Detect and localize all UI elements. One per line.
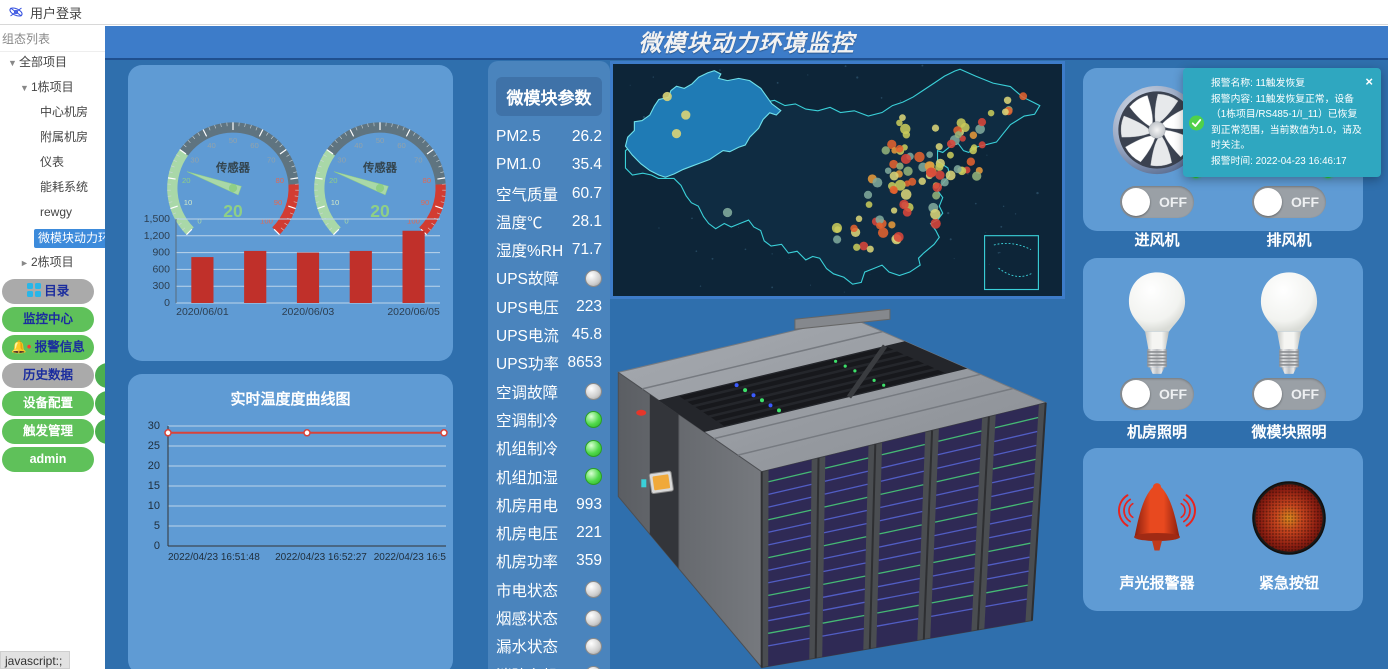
svg-text:20: 20 bbox=[148, 460, 160, 472]
svg-text:900: 900 bbox=[152, 247, 170, 259]
svg-text:10: 10 bbox=[148, 500, 160, 512]
svg-text:30: 30 bbox=[190, 155, 199, 164]
svg-text:70: 70 bbox=[414, 155, 423, 164]
svg-text:80: 80 bbox=[275, 176, 284, 185]
svg-text:600: 600 bbox=[152, 263, 170, 275]
svg-text:2020/06/03: 2020/06/03 bbox=[282, 306, 335, 318]
svg-text:90: 90 bbox=[421, 198, 430, 207]
svg-text:10: 10 bbox=[184, 198, 193, 207]
svg-text:60: 60 bbox=[250, 141, 259, 150]
svg-text:0: 0 bbox=[164, 297, 170, 309]
svg-text:30: 30 bbox=[148, 420, 160, 432]
svg-text:15: 15 bbox=[148, 480, 160, 492]
svg-text:60: 60 bbox=[397, 141, 406, 150]
svg-text:2022/04/23 16:52:27: 2022/04/23 16:52:27 bbox=[275, 552, 367, 563]
svg-text:40: 40 bbox=[207, 141, 216, 150]
svg-text:10: 10 bbox=[331, 198, 340, 207]
svg-text:30: 30 bbox=[337, 155, 346, 164]
svg-text:300: 300 bbox=[152, 280, 170, 292]
svg-text:70: 70 bbox=[267, 155, 276, 164]
svg-text:2020/06/01: 2020/06/01 bbox=[176, 306, 229, 318]
svg-text:1,500: 1,500 bbox=[144, 213, 170, 225]
svg-text:20: 20 bbox=[329, 176, 338, 185]
svg-text:50: 50 bbox=[229, 136, 238, 145]
svg-text:5: 5 bbox=[154, 520, 160, 532]
svg-text:50: 50 bbox=[376, 136, 385, 145]
svg-text:2022/04/23 16:51:48: 2022/04/23 16:51:48 bbox=[168, 552, 260, 563]
svg-text:0: 0 bbox=[154, 540, 160, 552]
svg-text:80: 80 bbox=[422, 176, 431, 185]
svg-text:1,200: 1,200 bbox=[144, 230, 170, 242]
svg-text:90: 90 bbox=[274, 198, 283, 207]
svg-text:2022/04/23 16:5: 2022/04/23 16:5 bbox=[374, 552, 447, 563]
svg-text:2020/06/05: 2020/06/05 bbox=[387, 306, 440, 318]
svg-text:传感器: 传感器 bbox=[362, 161, 398, 175]
svg-text:传感器: 传感器 bbox=[215, 161, 251, 175]
svg-text:25: 25 bbox=[148, 440, 160, 452]
svg-text:20: 20 bbox=[182, 176, 191, 185]
svg-text:40: 40 bbox=[354, 141, 363, 150]
